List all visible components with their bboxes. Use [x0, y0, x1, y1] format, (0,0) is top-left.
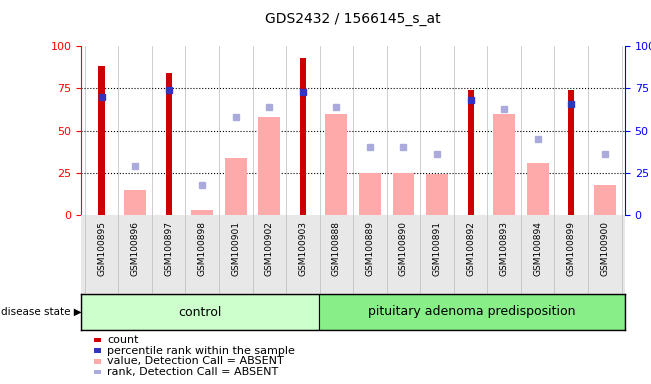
Bar	[568, 90, 574, 215]
Text: disease state ▶: disease state ▶	[1, 307, 81, 317]
Bar	[493, 114, 515, 215]
Bar	[191, 210, 213, 215]
Text: GSM100900: GSM100900	[600, 221, 609, 276]
Bar	[81, 294, 319, 330]
Bar	[165, 73, 172, 215]
Bar	[124, 190, 146, 215]
Text: GSM100897: GSM100897	[164, 221, 173, 276]
Text: GSM100903: GSM100903	[298, 221, 307, 276]
Text: GSM100901: GSM100901	[231, 221, 240, 276]
Bar	[426, 174, 448, 215]
Text: GSM100894: GSM100894	[533, 221, 542, 276]
Bar	[299, 58, 306, 215]
Bar	[594, 185, 616, 215]
Text: value, Detection Call = ABSENT: value, Detection Call = ABSENT	[107, 356, 284, 366]
Text: rank, Detection Call = ABSENT: rank, Detection Call = ABSENT	[107, 367, 279, 377]
Bar	[467, 90, 474, 215]
Text: GSM100896: GSM100896	[131, 221, 139, 276]
Bar	[98, 66, 105, 215]
Text: GSM100898: GSM100898	[198, 221, 206, 276]
Text: GSM100889: GSM100889	[365, 221, 374, 276]
Text: GSM100893: GSM100893	[500, 221, 508, 276]
Bar	[527, 163, 549, 215]
Text: GSM100891: GSM100891	[432, 221, 441, 276]
Text: GDS2432 / 1566145_s_at: GDS2432 / 1566145_s_at	[266, 12, 441, 25]
Text: percentile rank within the sample: percentile rank within the sample	[107, 346, 295, 356]
Text: pituitary adenoma predisposition: pituitary adenoma predisposition	[368, 306, 576, 318]
Bar	[319, 294, 625, 330]
Bar	[393, 173, 415, 215]
Bar	[225, 157, 247, 215]
Bar	[326, 114, 347, 215]
Text: GSM100888: GSM100888	[332, 221, 341, 276]
Text: GSM100899: GSM100899	[567, 221, 575, 276]
Text: control: control	[178, 306, 222, 318]
Text: GSM100892: GSM100892	[466, 221, 475, 276]
Text: GSM100890: GSM100890	[399, 221, 408, 276]
Text: GSM100902: GSM100902	[265, 221, 274, 276]
Text: count: count	[107, 335, 139, 345]
Text: GSM100895: GSM100895	[97, 221, 106, 276]
Bar	[359, 173, 381, 215]
Bar	[258, 117, 280, 215]
